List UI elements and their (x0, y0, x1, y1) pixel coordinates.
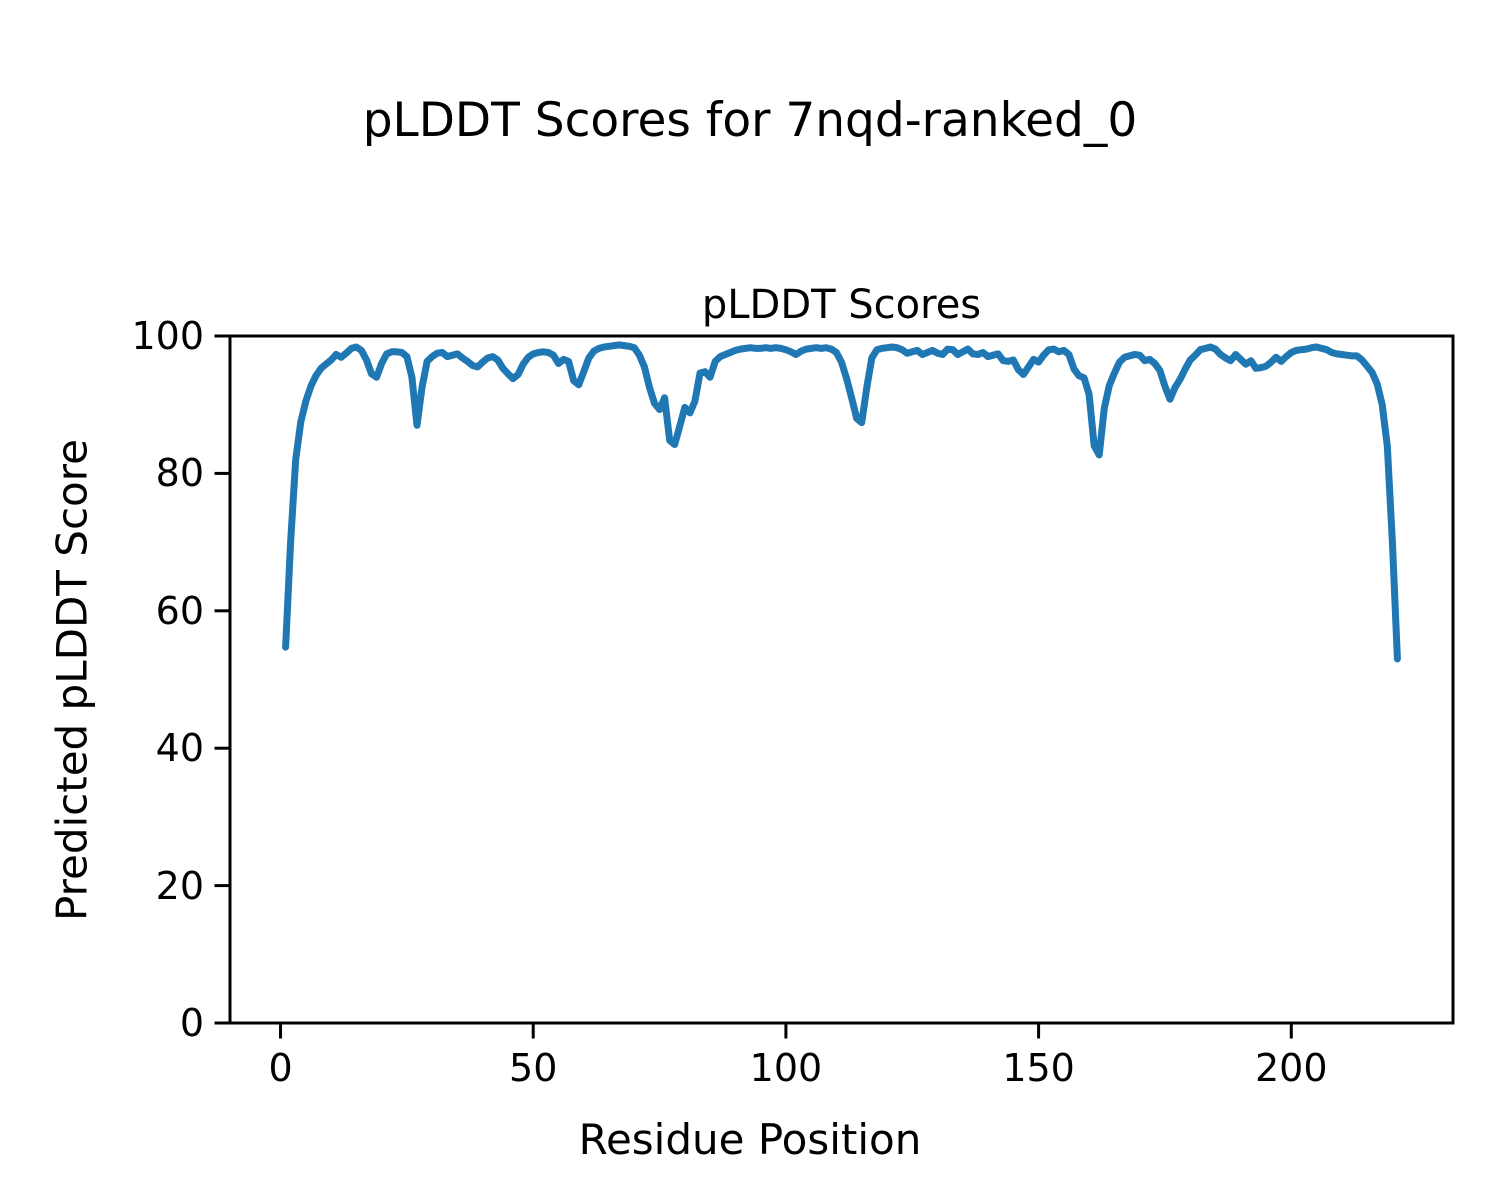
y-tick-label: 20 (155, 863, 204, 908)
x-axis-label: Residue Position (578, 1115, 922, 1164)
y-tick-label: 80 (155, 451, 204, 496)
axes-frame (228, 334, 1455, 1025)
main-title: pLDDT Scores for 7nqd-ranked_0 (362, 93, 1138, 148)
y-tick-label: 40 (155, 726, 204, 771)
axis-ticks (214, 334, 1293, 1039)
y-axis-label: Predicted pLDDT Score (47, 439, 97, 921)
x-tick-label: 100 (749, 1046, 823, 1090)
plddt-line (282, 341, 1401, 663)
y-tick-label: 100 (131, 314, 204, 358)
x-tick-label: 200 (1255, 1046, 1328, 1090)
axes-title: pLDDT Scores (701, 282, 982, 328)
x-tick-label: 150 (1002, 1046, 1075, 1090)
x-tick-label: 50 (509, 1046, 558, 1090)
y-tick-label: 0 (179, 1001, 204, 1045)
x-tick-label: 0 (268, 1046, 293, 1090)
y-tick-label: 60 (155, 588, 204, 633)
